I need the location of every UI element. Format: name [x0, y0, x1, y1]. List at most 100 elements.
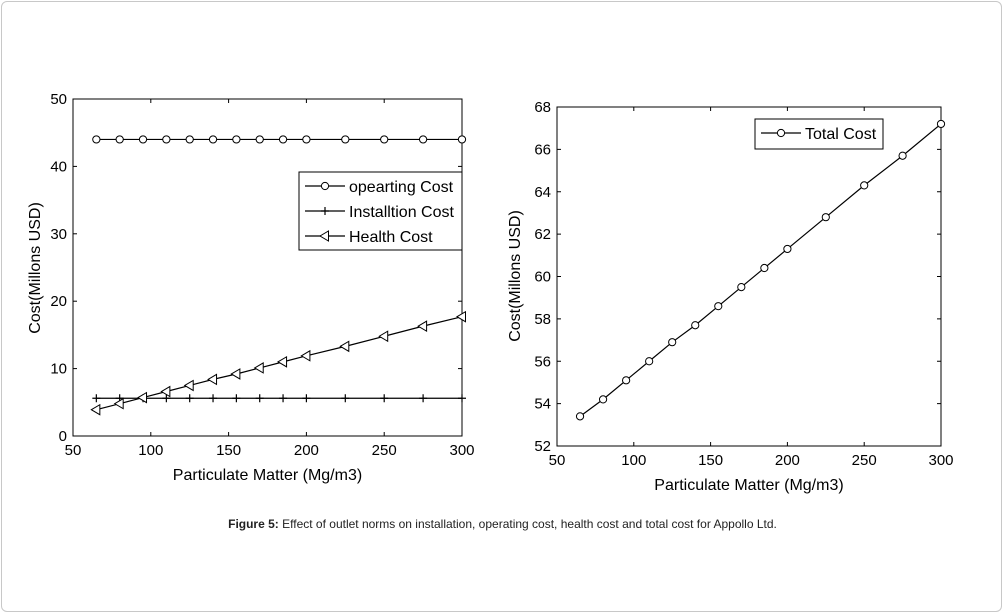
data-point — [113, 397, 124, 410]
x-tick-label: 50 — [549, 452, 566, 469]
chart-1: 50 100 150 200 250 300 0 10 20 30 40 50 Particulate … — [27, 91, 475, 484]
legend-marker — [321, 207, 329, 215]
caption-text: Effect of outlet norms on installation, … — [282, 517, 777, 531]
data-point — [253, 362, 264, 374]
legend: Total Cost — [754, 118, 884, 150]
data-point — [302, 135, 311, 144]
x-tick-label: 300 — [928, 452, 953, 469]
data-point — [737, 282, 746, 292]
legend-marker — [319, 230, 329, 242]
data-point — [645, 357, 654, 366]
data-point — [92, 135, 101, 144]
data-point — [457, 135, 467, 144]
data-point — [458, 394, 466, 403]
y-tick-label: 30 — [50, 226, 67, 243]
data-point — [341, 135, 350, 144]
legend-entry: opearting Cost — [349, 179, 454, 196]
legend-box — [754, 118, 884, 150]
data-point — [821, 213, 830, 222]
data-point — [160, 385, 171, 398]
series-3 — [90, 310, 466, 416]
data-point — [278, 135, 288, 144]
data-point — [208, 135, 218, 144]
x-tick-label: 250 — [852, 452, 877, 469]
data-point — [277, 355, 288, 368]
data-point — [162, 394, 171, 403]
x-axis-label: Particulate Matter (Mg/m3) — [654, 477, 843, 494]
data-point — [378, 330, 389, 343]
data-point — [456, 310, 466, 323]
data-point — [714, 302, 723, 311]
data-point — [115, 135, 124, 144]
data-point — [232, 394, 241, 403]
legend-marker — [776, 128, 786, 138]
y-tick-label: 60 — [534, 269, 551, 286]
series-1 — [575, 119, 946, 421]
data-point — [302, 394, 311, 403]
data-point — [232, 135, 241, 144]
data-point — [185, 394, 194, 403]
data-point — [138, 135, 148, 144]
data-point — [668, 338, 677, 347]
series-line — [96, 316, 463, 411]
data-point — [255, 394, 264, 403]
y-tick-label: 56 — [534, 353, 551, 370]
data-point — [279, 394, 288, 403]
data-point — [300, 349, 311, 362]
plot-area-border — [72, 98, 463, 437]
data-point — [860, 181, 869, 190]
data-point — [783, 244, 792, 254]
data-point — [183, 379, 194, 392]
data-point — [417, 320, 428, 333]
legend-entry: Total Cost — [805, 126, 877, 143]
y-tick-label: 40 — [50, 158, 67, 175]
data-point — [575, 412, 585, 421]
data-point — [255, 135, 264, 144]
caption-label: Figure 5: — [228, 517, 279, 531]
x-tick-label: 50 — [65, 442, 82, 459]
data-point — [341, 394, 350, 403]
data-point — [90, 403, 101, 416]
figure-caption: Figure 5: Effect of outlet norms on inst… — [0, 517, 1005, 531]
y-axis-label: Cost(Millons USD) — [507, 210, 524, 342]
y-tick-label: 62 — [534, 226, 551, 243]
x-tick-label: 100 — [138, 442, 163, 459]
y-tick-label: 0 — [59, 428, 67, 445]
plot-area-border — [556, 106, 942, 447]
x-tick-label: 200 — [294, 442, 319, 459]
data-point — [380, 394, 389, 403]
x-tick-label: 250 — [372, 442, 397, 459]
data-point — [380, 135, 389, 144]
data-point — [207, 373, 218, 386]
x-tick-label: 200 — [775, 452, 800, 469]
x-axis-label: Particulate Matter (Mg/m3) — [173, 467, 362, 484]
series-1 — [92, 135, 467, 144]
series-line — [579, 123, 942, 417]
data-point — [92, 394, 101, 403]
y-tick-label: 66 — [534, 141, 551, 158]
data-point — [339, 340, 350, 353]
data-point — [936, 119, 946, 129]
y-tick-label: 64 — [534, 184, 551, 201]
data-point — [760, 263, 769, 273]
legend-entry: Health Cost — [349, 229, 433, 246]
y-tick-label: 10 — [50, 361, 67, 378]
x-tick-label: 150 — [698, 452, 723, 469]
legend-marker — [320, 181, 330, 191]
y-tick-label: 54 — [534, 396, 551, 413]
data-point — [209, 394, 218, 403]
data-point — [185, 135, 194, 144]
series-2 — [92, 394, 466, 403]
legend-entry: Installtion Cost — [349, 204, 454, 221]
data-point — [162, 135, 171, 144]
y-tick-label: 68 — [534, 99, 551, 116]
data-point — [230, 368, 241, 380]
data-point — [691, 321, 700, 330]
chart-2: 50 100 150 200 250 300 52 54 56 58 60 62 64 66 68 Parti… — [507, 99, 954, 494]
legend: opearting Cost Installtion Cost Health Cos… — [298, 171, 463, 251]
x-tick-label: 300 — [449, 442, 474, 459]
x-tick-label: 100 — [621, 452, 646, 469]
y-axis-label: Cost(Millons USD) — [27, 202, 44, 334]
data-point — [598, 395, 608, 404]
